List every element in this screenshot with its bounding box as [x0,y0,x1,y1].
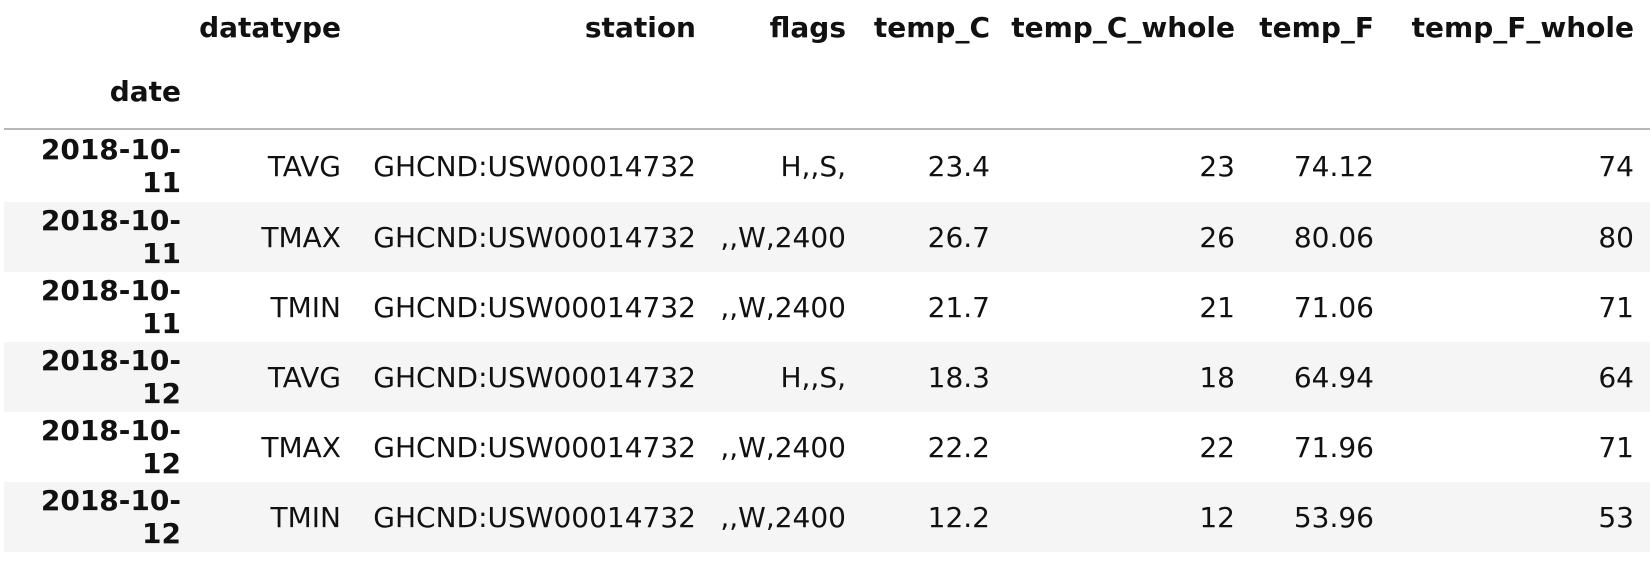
cell-temp-f: 80.06 [1293,220,1374,254]
cell-temp-f: 71.06 [1293,290,1374,324]
cell-flags: ,,W,2400 [720,290,846,324]
cell-station: GHCND:USW00014732 [373,500,696,534]
index-header-row: date [4,54,1650,129]
cell-temp-c: 26.7 [927,220,990,254]
cell-flags: ,,W,2400 [720,220,846,254]
cell-station: GHCND:USW00014732 [373,220,696,254]
column-header-temp-c-whole: temp_C_whole [1011,10,1235,44]
dataframe-table-container: datatype station flags temp_C temp_C_who… [4,0,1650,552]
table-row: 2018-10-12 TMIN GHCND:USW00014732 ,,W,24… [4,482,1650,552]
cell-datatype: TMIN [270,290,341,324]
column-header-datatype: datatype [199,10,341,44]
cell-datatype: TMAX [261,220,341,254]
cell-temp-c-whole: 23 [1199,149,1235,183]
cell-temp-c: 12.2 [927,500,990,534]
row-index-date: 2018-10-11 [40,274,181,340]
table-body: 2018-10-11 TAVG GHCND:USW00014732 H,,S, … [4,129,1650,552]
empty-header-cell [712,54,862,129]
cell-temp-c-whole: 22 [1199,430,1235,464]
table-row: 2018-10-11 TMAX GHCND:USW00014732 ,,W,24… [4,202,1650,272]
cell-datatype: TMIN [270,500,341,534]
cell-temp-c-whole: 12 [1199,500,1235,534]
cell-temp-c: 22.2 [927,430,990,464]
cell-station: GHCND:USW00014732 [373,149,696,183]
column-header-flags: flags [769,10,846,44]
empty-header-cell [1006,54,1251,129]
cell-flags: H,,S, [780,149,846,183]
cell-temp-f-whole: 53 [1598,500,1634,534]
column-header-temp-f-whole: temp_F_whole [1411,10,1634,44]
table-row: 2018-10-12 TAVG GHCND:USW00014732 H,,S, … [4,342,1650,412]
cell-flags: ,,W,2400 [720,500,846,534]
row-index-date: 2018-10-12 [40,344,181,410]
cell-datatype: TMAX [261,430,341,464]
cell-datatype: TAVG [267,149,341,183]
cell-temp-c-whole: 26 [1199,220,1235,254]
row-index-date: 2018-10-12 [40,484,181,550]
column-header-temp-c: temp_C [873,10,990,44]
empty-header-cell [197,54,357,129]
table-row: 2018-10-11 TMIN GHCND:USW00014732 ,,W,24… [4,272,1650,342]
empty-header-cell [862,54,1006,129]
cell-datatype: TAVG [267,360,341,394]
column-header-temp-f: temp_F [1259,10,1374,44]
cell-station: GHCND:USW00014732 [373,360,696,394]
cell-temp-f: 71.96 [1293,430,1374,464]
cell-temp-f-whole: 80 [1598,220,1634,254]
index-name-header: date [109,74,181,108]
cell-temp-f: 53.96 [1293,500,1374,534]
cell-temp-f: 64.94 [1293,360,1374,394]
cell-temp-c-whole: 18 [1199,360,1235,394]
cell-temp-f: 74.12 [1293,149,1374,183]
cell-temp-c: 23.4 [927,149,990,183]
dataframe-table: datatype station flags temp_C temp_C_who… [4,0,1650,552]
cell-temp-f-whole: 64 [1598,360,1634,394]
row-index-date: 2018-10-11 [40,133,181,199]
row-index-date: 2018-10-12 [40,414,181,480]
table-row: 2018-10-12 TMAX GHCND:USW00014732 ,,W,24… [4,412,1650,482]
cell-temp-f-whole: 74 [1598,149,1634,183]
empty-header-cell [1390,54,1650,129]
table-header: datatype station flags temp_C temp_C_who… [4,0,1650,129]
column-header-row: datatype station flags temp_C temp_C_who… [4,0,1650,54]
empty-header-cell [357,54,712,129]
cell-temp-f-whole: 71 [1598,290,1634,324]
cell-temp-c: 18.3 [927,360,990,394]
cell-station: GHCND:USW00014732 [373,290,696,324]
cell-temp-f-whole: 71 [1598,430,1634,464]
row-index-date: 2018-10-11 [40,204,181,270]
cell-station: GHCND:USW00014732 [373,430,696,464]
cell-temp-c: 21.7 [927,290,990,324]
column-header-station: station [584,10,696,44]
cell-flags: ,,W,2400 [720,430,846,464]
cell-temp-c-whole: 21 [1199,290,1235,324]
table-row: 2018-10-11 TAVG GHCND:USW00014732 H,,S, … [4,129,1650,202]
cell-flags: H,,S, [780,360,846,394]
empty-header-cell [1251,54,1390,129]
index-corner-cell [4,0,197,54]
